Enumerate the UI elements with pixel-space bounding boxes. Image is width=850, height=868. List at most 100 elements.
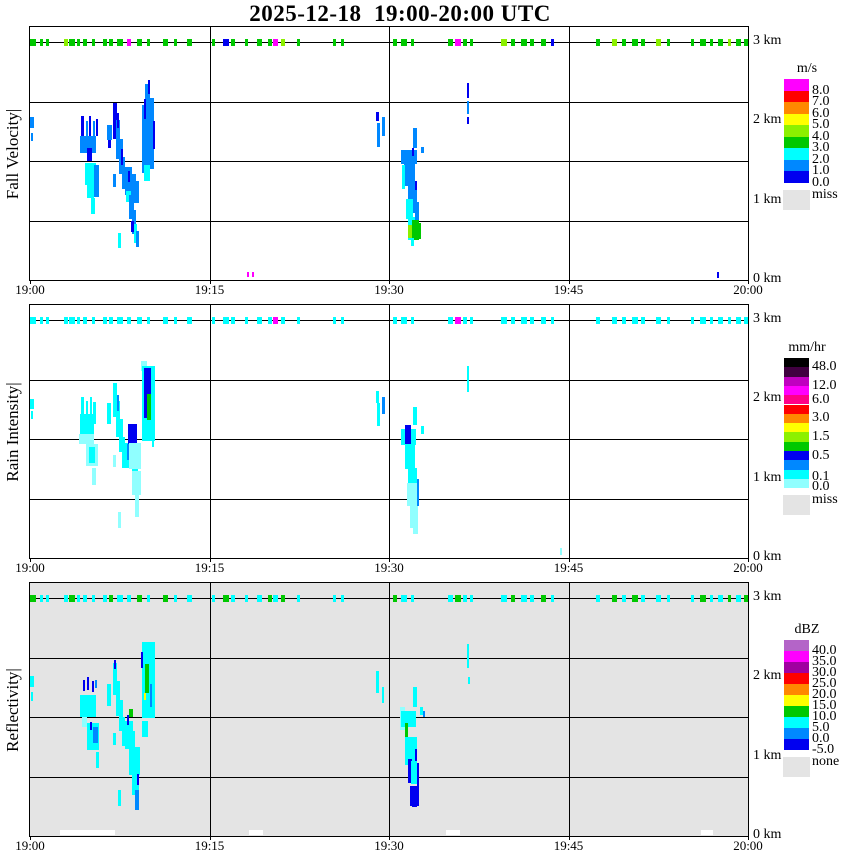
echo-cell bbox=[114, 659, 117, 670]
cloud-echo-tick bbox=[332, 595, 337, 602]
legend-band bbox=[784, 136, 809, 148]
cloud-echo-tick bbox=[622, 595, 626, 602]
legend-band bbox=[784, 385, 809, 396]
echo-cell bbox=[408, 759, 412, 783]
cloud-echo-tick bbox=[231, 317, 235, 324]
echo-cell bbox=[81, 396, 84, 421]
axis-tick bbox=[568, 836, 570, 840]
cloud-echo-tick bbox=[744, 595, 748, 602]
echo-cell bbox=[411, 760, 417, 785]
echo-cell bbox=[412, 797, 417, 808]
echo-cell bbox=[376, 111, 379, 122]
legend-value-label: 5.0 bbox=[812, 720, 830, 735]
cloud-echo-tick bbox=[296, 39, 300, 46]
cloud-echo-tick bbox=[102, 39, 107, 46]
echo-cell bbox=[108, 139, 111, 148]
cloud-echo-tick bbox=[147, 595, 151, 602]
legend-band bbox=[784, 159, 809, 171]
plot-area-fall-velocity bbox=[29, 26, 749, 281]
echo-cell bbox=[143, 99, 146, 119]
axis-tick bbox=[568, 280, 570, 284]
cloud-echo-tick bbox=[82, 595, 88, 602]
echo-cell bbox=[407, 216, 416, 241]
echo-cell bbox=[406, 199, 413, 219]
echo-cell bbox=[122, 717, 126, 746]
cloud-echo-tick bbox=[520, 39, 527, 46]
cloud-echo-tick bbox=[727, 317, 732, 324]
cloud-echo-tick bbox=[611, 39, 617, 46]
echo-cell bbox=[133, 224, 138, 244]
echo-cell bbox=[126, 715, 129, 725]
cloud-echo-tick bbox=[709, 317, 714, 324]
echo-cell bbox=[152, 407, 155, 447]
echo-cell bbox=[408, 467, 417, 492]
legend-value-label: 0.0 bbox=[812, 479, 830, 495]
cloud-echo-tick bbox=[257, 595, 262, 602]
legend-band bbox=[784, 113, 809, 125]
cloud-echo-tick bbox=[231, 595, 235, 602]
echo-cell bbox=[143, 368, 152, 418]
cloud-echo-tick bbox=[392, 39, 397, 46]
cloud-echo-tick bbox=[709, 39, 714, 46]
echo-cell bbox=[414, 180, 417, 191]
echo-cell bbox=[129, 709, 133, 717]
echo-cell bbox=[91, 681, 94, 692]
cloud-echo-tick bbox=[272, 595, 279, 602]
echo-cell bbox=[107, 125, 112, 140]
cloud-echo-tick bbox=[727, 39, 732, 46]
legend-band bbox=[784, 432, 809, 442]
cloud-echo-tick bbox=[186, 595, 192, 602]
legend-band bbox=[784, 651, 809, 662]
echo-cell bbox=[119, 419, 123, 453]
echo-cell bbox=[107, 683, 112, 706]
echo-cell bbox=[134, 494, 139, 517]
cloud-echo-tick bbox=[272, 39, 279, 46]
time-tick-label: 19:00 bbox=[15, 838, 45, 853]
echo-cell bbox=[132, 180, 139, 204]
cloud-echo-tick bbox=[718, 595, 723, 602]
height-tick-label: 2 km bbox=[753, 390, 782, 406]
time-tick-label: 19:30 bbox=[374, 838, 404, 853]
echo-cell bbox=[112, 454, 117, 467]
cloud-echo-tick bbox=[63, 317, 68, 324]
legend-band bbox=[784, 376, 809, 386]
cloud-echo-tick bbox=[463, 317, 467, 324]
height-tick-label: 0 km bbox=[753, 271, 782, 286]
axis-tick bbox=[30, 558, 31, 562]
cloud-echo-tick bbox=[666, 39, 670, 46]
echo-cell bbox=[132, 770, 139, 795]
legend-band bbox=[784, 451, 809, 461]
cloud-echo-tick bbox=[736, 595, 742, 602]
echo-cell bbox=[117, 789, 121, 806]
cloud-echo-tick bbox=[162, 317, 169, 324]
echo-cell bbox=[112, 174, 117, 188]
echo-cell bbox=[377, 122, 381, 147]
gridline-vertical bbox=[568, 27, 570, 280]
echo-cell bbox=[87, 184, 95, 199]
echo-cell bbox=[85, 400, 88, 424]
cloud-echo-tick bbox=[520, 595, 527, 602]
height-tick-label: 1 km bbox=[753, 469, 782, 485]
echo-cell bbox=[412, 522, 418, 535]
cloud-echo-tick bbox=[410, 595, 415, 602]
axis-tick bbox=[389, 558, 390, 562]
cloud-echo-tick bbox=[550, 39, 554, 46]
cloud-echo-tick bbox=[222, 317, 229, 324]
legend-value-label: 3.0 bbox=[812, 140, 830, 155]
legend-title-reflectivity: dBZ bbox=[794, 622, 820, 637]
cloud-echo-tick bbox=[700, 39, 706, 46]
echo-cell bbox=[131, 210, 137, 234]
echo-cell bbox=[403, 162, 415, 187]
cloud-echo-tick bbox=[454, 317, 461, 324]
legend-band bbox=[784, 739, 809, 750]
echo-cell bbox=[30, 399, 34, 409]
echo-cell bbox=[129, 442, 142, 470]
cloud-echo-tick bbox=[540, 39, 547, 46]
legend-band bbox=[784, 673, 809, 684]
echo-cell bbox=[701, 830, 714, 836]
echo-cell bbox=[143, 164, 150, 181]
cloud-echo-tick bbox=[268, 317, 272, 324]
legend-value-label: 8.0 bbox=[812, 82, 830, 98]
cloud-echo-tick bbox=[341, 317, 345, 324]
cloud-echo-tick bbox=[501, 39, 507, 46]
